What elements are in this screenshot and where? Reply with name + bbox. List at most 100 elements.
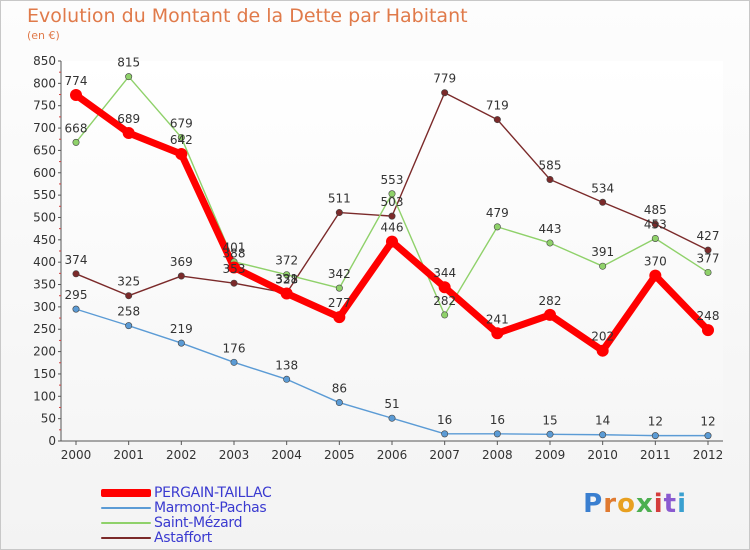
- y-tick-label: 0: [48, 434, 56, 448]
- data-point: [441, 430, 449, 438]
- data-point: [388, 212, 396, 220]
- data-label: 369: [170, 255, 193, 269]
- y-tick-label: 300: [33, 300, 56, 314]
- data-label: 689: [117, 112, 140, 126]
- data-label: 331: [275, 272, 298, 286]
- data-point: [230, 279, 238, 287]
- data-point: [649, 269, 662, 282]
- x-tick-label: 2002: [166, 448, 197, 462]
- y-tick-label: 800: [33, 76, 56, 90]
- data-point: [230, 358, 238, 366]
- legend-swatch: [101, 521, 151, 524]
- legend-label: Saint-Mézard: [154, 514, 243, 531]
- data-label: 353: [223, 262, 246, 276]
- data-point: [388, 414, 396, 422]
- data-label: 427: [697, 229, 720, 243]
- data-point: [283, 375, 291, 383]
- data-point: [493, 430, 501, 438]
- x-tick-label: 2010: [587, 448, 618, 462]
- x-tick-label: 2003: [219, 448, 250, 462]
- data-label: 388: [223, 247, 246, 261]
- x-tick-label: 2007: [429, 448, 460, 462]
- chart-title: Evolution du Montant de la Dette par Hab…: [27, 5, 468, 27]
- x-tick-label: 2001: [113, 448, 144, 462]
- logo-letter: t: [663, 489, 678, 519]
- legend-label: PERGAIN-TAILLAC: [154, 484, 272, 501]
- y-tick-label: 250: [33, 322, 56, 336]
- data-point: [175, 147, 188, 160]
- data-label: 815: [117, 56, 140, 70]
- y-tick-label: 550: [33, 188, 56, 202]
- data-label: 282: [433, 294, 456, 308]
- data-point: [177, 133, 185, 141]
- data-point: [388, 190, 396, 198]
- data-label: 401: [223, 241, 246, 255]
- data-label: 51: [384, 397, 399, 411]
- data-point: [546, 239, 554, 247]
- logo-letter: i: [653, 489, 664, 519]
- data-point: [283, 271, 291, 279]
- data-label: 372: [275, 254, 298, 268]
- data-label: 377: [697, 251, 720, 265]
- y-tick-label: 450: [33, 233, 56, 247]
- data-label: 585: [539, 158, 562, 172]
- data-label: 241: [486, 312, 509, 326]
- data-label: 374: [65, 253, 88, 267]
- x-tick-label: 2005: [324, 448, 355, 462]
- data-label: 485: [644, 203, 667, 217]
- chart-legend: PERGAIN-TAILLAC Marmont-Pachas Saint-Mézar…: [101, 484, 272, 546]
- x-tick-label: 2004: [271, 448, 302, 462]
- proxiti-logo: Proxiti: [583, 489, 687, 519]
- data-label: 668: [65, 121, 88, 135]
- logo-letter: o: [617, 489, 636, 519]
- data-label: 258: [117, 305, 140, 319]
- y-tick-label: 50: [41, 412, 56, 426]
- data-point: [651, 220, 659, 228]
- data-label: 553: [381, 173, 404, 187]
- data-point: [177, 339, 185, 347]
- data-label: 15: [542, 413, 557, 427]
- y-tick-label: 850: [33, 54, 56, 68]
- data-point: [651, 432, 659, 440]
- data-point: [72, 305, 80, 313]
- data-label: 16: [437, 413, 452, 427]
- data-label: 202: [591, 330, 614, 344]
- data-point: [651, 234, 659, 242]
- data-label: 12: [700, 415, 715, 429]
- data-label: 679: [170, 116, 193, 130]
- legend-label: Astaffort: [154, 529, 212, 546]
- data-label: 12: [648, 415, 663, 429]
- data-point: [599, 431, 607, 439]
- data-label: 328: [275, 272, 298, 286]
- y-tick-label: 750: [33, 99, 56, 113]
- data-label: 642: [170, 133, 193, 147]
- legend-item: Marmont-Pachas: [101, 500, 272, 516]
- legend-swatch: [101, 488, 151, 497]
- data-point: [493, 223, 501, 231]
- x-tick-label: 2011: [640, 448, 671, 462]
- data-label: 391: [591, 245, 614, 259]
- legend-item: Saint-Mézard: [101, 514, 272, 531]
- y-tick-label: 350: [33, 278, 56, 292]
- data-label: 370: [644, 255, 667, 269]
- data-point: [125, 322, 133, 330]
- y-tick-label: 200: [33, 345, 56, 359]
- data-point: [280, 287, 293, 300]
- data-label: 325: [117, 275, 140, 289]
- x-tick-label: 2008: [482, 448, 513, 462]
- data-point: [122, 126, 135, 139]
- legend-item: PERGAIN-TAILLAC: [101, 484, 272, 501]
- data-label: 282: [539, 294, 562, 308]
- x-tick-label: 2009: [535, 448, 566, 462]
- logo-letter: P: [583, 489, 604, 519]
- data-label: 295: [65, 288, 88, 302]
- data-point: [441, 311, 449, 319]
- data-label: 774: [65, 74, 88, 88]
- y-tick-label: 650: [33, 143, 56, 157]
- legend-swatch: [101, 506, 151, 509]
- data-point: [438, 281, 451, 294]
- data-point: [546, 430, 554, 438]
- data-label: 511: [328, 192, 351, 206]
- data-label: 779: [433, 72, 456, 86]
